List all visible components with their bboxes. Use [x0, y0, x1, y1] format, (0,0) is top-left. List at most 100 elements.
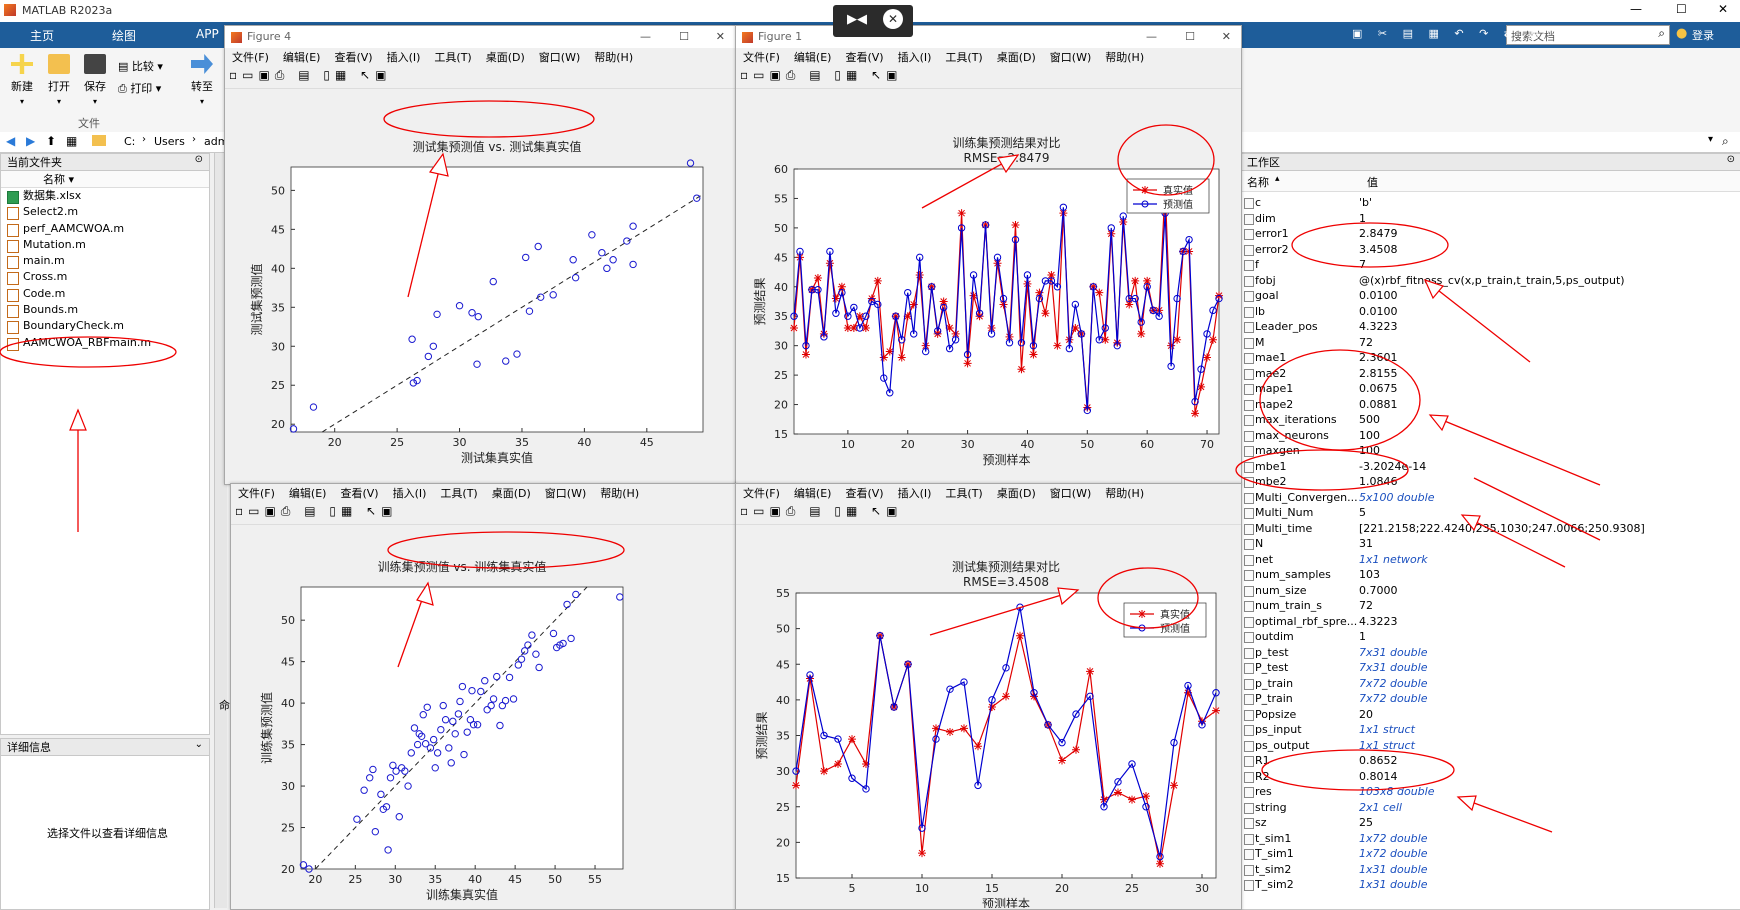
search-folder-icon[interactable]: ⌕	[1722, 134, 1729, 148]
figure-menu-item[interactable]: 编辑(E)	[282, 51, 321, 64]
up-folder-icon[interactable]: ⬆	[46, 134, 57, 148]
file-list-item[interactable]: Mutation.m	[1, 237, 209, 253]
workspace-variable-row[interactable]: error1 2.8479	[1241, 226, 1740, 242]
figure-menu-item[interactable]: 桌面(D)	[996, 51, 1036, 64]
minimize-icon[interactable]: —	[1146, 30, 1157, 43]
workspace-variable-row[interactable]: num_size 0.7000	[1241, 583, 1740, 599]
workspace-variable-row[interactable]: t_sim2 1x31 double	[1241, 862, 1740, 878]
figure-toolbar-icons[interactable]: ▫▭▣⎙ ▤ ▯▦ ↖▣	[229, 68, 392, 82]
workspace-variable-row[interactable]: mae2 2.8155	[1241, 366, 1740, 382]
figure-menu-item[interactable]: 工具(T)	[434, 51, 472, 64]
figure-menu-item[interactable]: 插入(I)	[392, 487, 427, 500]
chart-figure-4[interactable]: 测试集预测值 vs. 测试集真实值 20 25 30 35 40 45 20 25 30 35 40 4…	[225, 89, 733, 483]
workspace-variable-row[interactable]: P_train 7x72 double	[1241, 691, 1740, 707]
workspace-variable-row[interactable]: ps_input 1x1 struct	[1241, 722, 1740, 738]
close-icon[interactable]: ✕	[1221, 30, 1231, 43]
panel-menu-icon[interactable]: ⊙	[1726, 154, 1735, 165]
figure-menu-item[interactable]: 文件(F)	[743, 487, 780, 500]
workspace-variable-row[interactable]: c 'b'	[1241, 195, 1740, 211]
bell-icon[interactable]: ●	[1676, 26, 1688, 41]
workspace-variable-row[interactable]: lb 0.0100	[1241, 304, 1740, 320]
figure-menu-item[interactable]: 帮助(H)	[600, 487, 640, 500]
close-icon[interactable]: ✕	[715, 30, 725, 43]
workspace-variable-row[interactable]: max_iterations 500	[1241, 412, 1740, 428]
figure-menu-item[interactable]: 插入(I)	[897, 487, 932, 500]
workspace-variable-row[interactable]: p_train 7x72 double	[1241, 676, 1740, 692]
workspace-variable-row[interactable]: mae1 2.3601	[1241, 350, 1740, 366]
tab-apps[interactable]: APP	[196, 27, 219, 41]
workspace-variable-row[interactable]: outdim 1	[1241, 629, 1740, 645]
file-list-item[interactable]: BoundaryCheck.m	[1, 318, 209, 335]
file-list-item[interactable]: Cross.m	[1, 269, 209, 286]
figure-menu-item[interactable]: 工具(T)	[945, 51, 983, 64]
workspace-variable-row[interactable]: N 31	[1241, 536, 1740, 552]
workspace-variable-row[interactable]: R2 0.8014	[1241, 769, 1740, 785]
figure-menu-item[interactable]: 查看(V)	[340, 487, 379, 500]
figure-menu-item[interactable]: 文件(F)	[743, 51, 780, 64]
signin-link[interactable]: 登录	[1692, 29, 1714, 42]
workspace-variable-row[interactable]: mbe1 -3.2024e-14	[1241, 459, 1740, 475]
workspace-variable-row[interactable]: net 1x1 network	[1241, 552, 1740, 568]
address-dropdown-icon[interactable]: ▾	[1708, 134, 1714, 145]
print-button[interactable]: ⎙ 打印 ▾	[118, 82, 162, 95]
new-button[interactable]: 新建 ▾	[4, 54, 40, 107]
workspace-variable-row[interactable]: M 72	[1241, 335, 1740, 351]
figure-menu-item[interactable]: 查看(V)	[334, 51, 373, 64]
figure-toolbar-icons[interactable]: ▫▭▣⎙ ▤ ▯▦ ↖▣	[235, 504, 398, 518]
file-list-item[interactable]: AAMCWOA_RBFmain.m	[1, 335, 209, 351]
workspace-variable-row[interactable]: Multi_Num 5	[1241, 505, 1740, 521]
figure-menu-item[interactable]: 桌面(D)	[996, 487, 1036, 500]
figure-menu-item[interactable]: 帮助(H)	[1105, 487, 1145, 500]
figure-menu-item[interactable]: 插入(I)	[386, 51, 421, 64]
workspace-variable-row[interactable]: T_sim2 1x31 double	[1241, 877, 1740, 893]
workspace-variable-row[interactable]: error2 3.4508	[1241, 242, 1740, 258]
file-list-item[interactable]: Code.m	[1, 286, 209, 302]
minimize-icon[interactable]: —	[640, 30, 651, 43]
stop-share-icon[interactable]: ✕	[883, 9, 903, 29]
workspace-variable-row[interactable]: mbe2 1.0846	[1241, 474, 1740, 490]
address-part[interactable]: Users	[154, 135, 185, 148]
workspace-variable-row[interactable]: fobj @(x)rbf_fitness_cv(x,p_train,t_train…	[1241, 273, 1740, 289]
figure-menu-item[interactable]: 帮助(H)	[594, 51, 634, 64]
workspace-variable-row[interactable]: mape1 0.0675	[1241, 381, 1740, 397]
figure-menu-item[interactable]: 窗口(W)	[1049, 487, 1092, 500]
workspace-col-value[interactable]: 值	[1367, 176, 1378, 189]
file-list-item[interactable]: Bounds.m	[1, 302, 209, 319]
figure-menu-item[interactable]: 桌面(D)	[491, 487, 531, 500]
workspace-variable-row[interactable]: t_sim1 1x72 double	[1241, 831, 1740, 847]
command-window-tab[interactable]: 命	[219, 699, 230, 712]
workspace-variable-row[interactable]: T_sim1 1x72 double	[1241, 846, 1740, 862]
workspace-variable-row[interactable]: optimal_rbf_spre... 4.3223	[1241, 614, 1740, 630]
workspace-variable-row[interactable]: R1 0.8652	[1241, 753, 1740, 769]
figure-menu-item[interactable]: 查看(V)	[845, 487, 884, 500]
figure-menu-item[interactable]: 编辑(E)	[288, 487, 327, 500]
open-button[interactable]: 打开 ▾	[41, 54, 77, 107]
workspace-variable-row[interactable]: Multi_Convergen... 5x100 double	[1241, 490, 1740, 506]
browse-icon[interactable]: ▦	[66, 134, 78, 148]
tab-plots[interactable]: 绘图	[112, 29, 137, 43]
maximize-icon[interactable]: ☐	[1185, 30, 1195, 43]
address-part[interactable]: C:	[124, 135, 136, 148]
workspace-variable-row[interactable]: p_test 7x31 double	[1241, 645, 1740, 661]
workspace-variable-row[interactable]: ps_output 1x1 struct	[1241, 738, 1740, 754]
figure-toolbar-icons[interactable]: ▫▭▣⎙ ▤ ▯▦ ↖▣	[740, 504, 903, 518]
figure-toolbar-icons[interactable]: ▫▭▣⎙ ▤ ▯▦ ↖▣	[740, 68, 903, 82]
search-input[interactable]: 搜索文档 ⌕	[1506, 25, 1670, 45]
figure-menu-item[interactable]: 工具(T)	[945, 487, 983, 500]
workspace-variable-row[interactable]: res 103x8 double	[1241, 784, 1740, 800]
workspace-variable-row[interactable]: max_neurons 100	[1241, 428, 1740, 444]
address-part[interactable]: adm	[204, 135, 229, 148]
file-list-item[interactable]: Select2.m	[1, 204, 209, 221]
figure-menu-item[interactable]: 帮助(H)	[1105, 51, 1145, 64]
back-icon[interactable]: ◀	[6, 134, 16, 148]
figure-menu-item[interactable]: 查看(V)	[845, 51, 884, 64]
figure-menu-item[interactable]: 文件(F)	[232, 51, 269, 64]
workspace-variable-row[interactable]: dim 1	[1241, 211, 1740, 227]
file-list-item[interactable]: main.m	[1, 253, 209, 270]
file-list-item[interactable]: perf_AAMCWOA.m	[1, 221, 209, 237]
maximize-icon[interactable]: ☐	[679, 30, 689, 43]
compare-button[interactable]: ▤ 比较 ▾	[118, 60, 163, 73]
workspace-variable-row[interactable]: mape2 0.0881	[1241, 397, 1740, 413]
